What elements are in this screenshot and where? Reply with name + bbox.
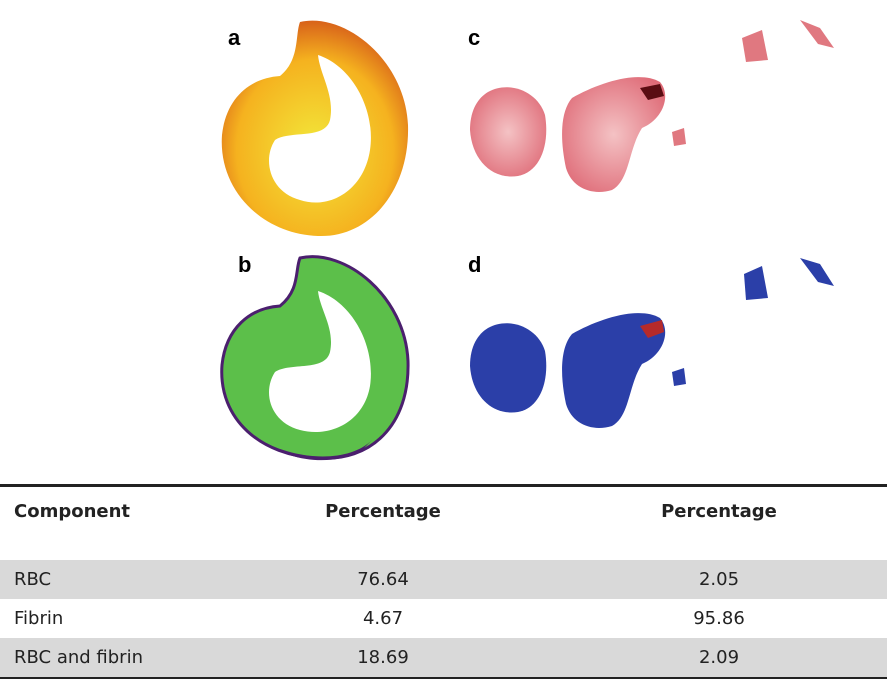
panel-c-image bbox=[470, 20, 834, 192]
table-cell: 95.86 bbox=[551, 599, 887, 638]
header-cell: Component bbox=[0, 486, 215, 561]
table-cell: 2.09 bbox=[551, 638, 887, 678]
header-row: Component Percentage Percentage bbox=[0, 486, 887, 561]
panel-label: a bbox=[228, 25, 241, 50]
table-cell: 2.05 bbox=[551, 560, 887, 599]
header-cell: Percentage bbox=[551, 486, 887, 561]
table-cell: 76.64 bbox=[215, 560, 551, 599]
table-cell: 4.67 bbox=[215, 599, 551, 638]
table-cell: 18.69 bbox=[215, 638, 551, 678]
panel-a-image bbox=[222, 21, 408, 236]
table-cell: RBC bbox=[0, 560, 215, 599]
page: a b c d Component Percentage Percentage … bbox=[0, 0, 887, 674]
panel-label: d bbox=[468, 252, 481, 277]
panel-b-image bbox=[222, 257, 408, 460]
panel-label: c bbox=[468, 25, 480, 50]
panel-d-image bbox=[470, 258, 834, 428]
table-cell: RBC and fibrin bbox=[0, 638, 215, 678]
header-cell: Percentage bbox=[215, 486, 551, 561]
panel-label: b bbox=[238, 252, 251, 277]
figure: a b c d bbox=[0, 0, 887, 470]
table-cell: Fibrin bbox=[0, 599, 215, 638]
